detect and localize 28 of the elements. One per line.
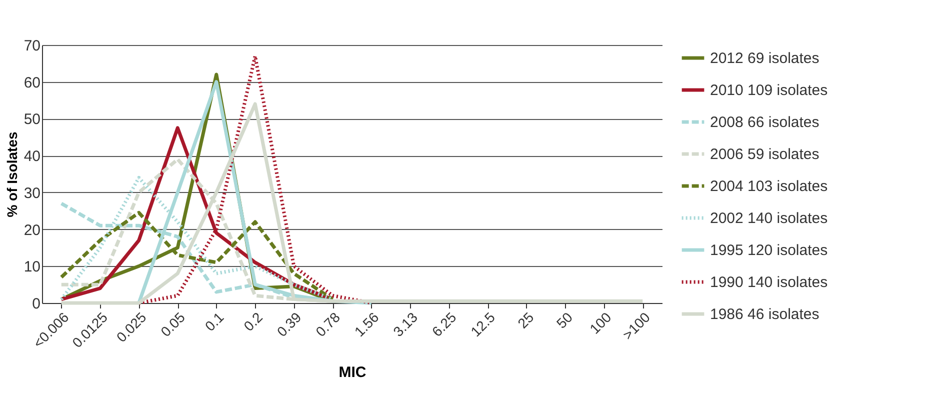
y-tick-label: 60 bbox=[24, 74, 40, 92]
legend-label: 2006 59 isolates bbox=[710, 146, 820, 163]
legend-label: 2008 66 isolates bbox=[710, 114, 820, 131]
legend-label: 2004 103 isolates bbox=[710, 178, 828, 195]
legend-label: 2010 109 isolates bbox=[710, 82, 828, 99]
y-tick-label: 30 bbox=[24, 184, 40, 202]
y-tick-label: 20 bbox=[24, 222, 40, 239]
x-tick-label: 3.13 bbox=[390, 308, 421, 340]
x-axis-title: MIC bbox=[338, 364, 366, 381]
x-tick-label: 25 bbox=[514, 308, 537, 332]
x-tick-label: 0.78 bbox=[312, 308, 344, 340]
legend-label: 2012 69 isolates bbox=[710, 50, 820, 67]
x-tick-label: 50 bbox=[553, 308, 576, 332]
legend-label: 1986 46 isolates bbox=[710, 306, 820, 323]
legend-label: 1995 120 isolates bbox=[710, 242, 828, 259]
y-tick-label: 70 bbox=[24, 38, 40, 54]
x-tick-label: 0.39 bbox=[274, 308, 304, 340]
x-tick-label: 0.1 bbox=[202, 308, 227, 334]
y-tick-label: 40 bbox=[24, 148, 40, 166]
y-tick-label: 0 bbox=[32, 296, 40, 312]
x-tick-label: 100 bbox=[586, 308, 614, 337]
y-tick-label: 10 bbox=[24, 258, 40, 276]
x-tick-label: 6.25 bbox=[428, 308, 460, 340]
y-tick-label: 50 bbox=[24, 111, 40, 128]
legend-label: 2002 140 isolates bbox=[710, 210, 828, 227]
x-tick-label: 0.2 bbox=[240, 308, 266, 334]
legend-label: 1990 140 isolates bbox=[710, 274, 828, 291]
y-axis-title: % of Isolates bbox=[4, 132, 20, 218]
